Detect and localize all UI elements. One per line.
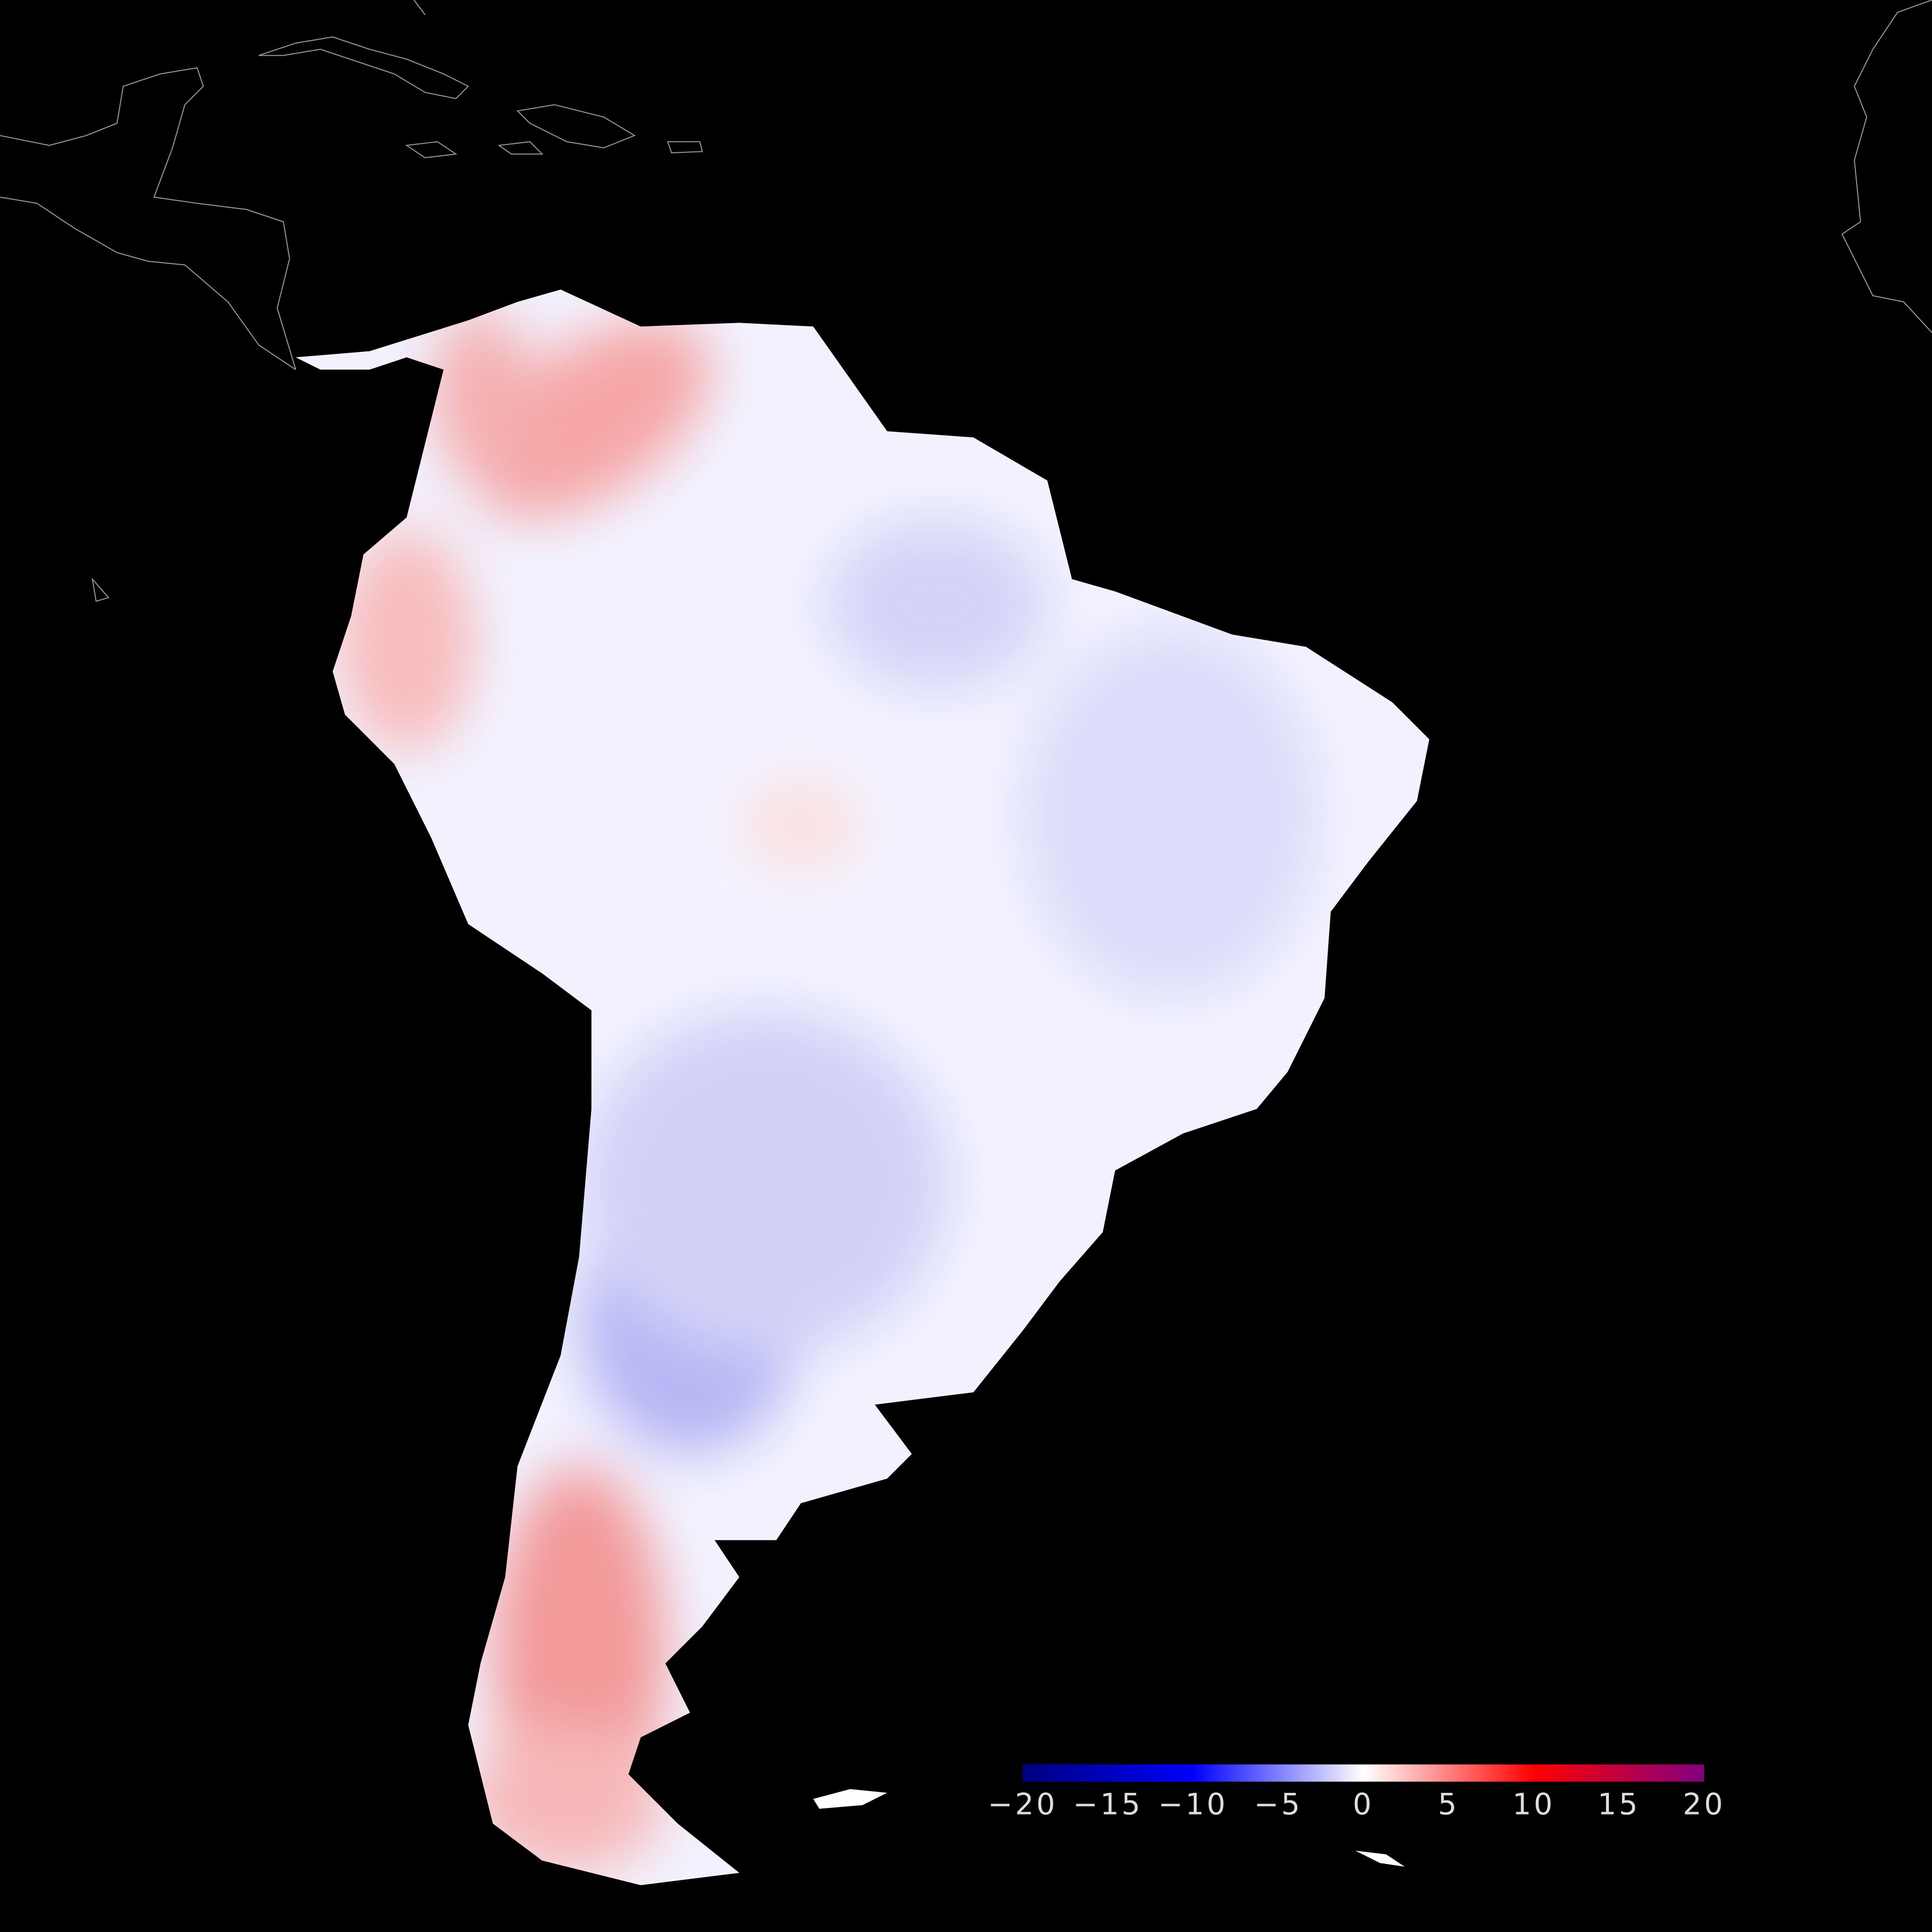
coastlines [0,0,1932,602]
colorbar-tick-label: −5 [1254,1787,1302,1822]
colorbar-tick-label: 20 [1683,1787,1725,1822]
colorbar-tick-label: 0 [1353,1787,1374,1822]
colorbar-bar [1023,1764,1704,1782]
colorbar: −20 −15 −10 −5 0 5 10 15 20 [988,1764,1725,1822]
falklands [813,1789,887,1809]
colorbar-tick-label: 15 [1598,1787,1640,1822]
anomaly-field [339,308,1319,1873]
colorbar-tick-label: −20 [988,1787,1058,1822]
colorbar-tick-label: 5 [1438,1787,1459,1822]
colorbar-tick-label: 10 [1512,1787,1555,1822]
south-georgia [1355,1850,1405,1867]
colorbar-tick-label: −10 [1158,1787,1228,1822]
colorbar-tick-label: −15 [1073,1787,1143,1822]
